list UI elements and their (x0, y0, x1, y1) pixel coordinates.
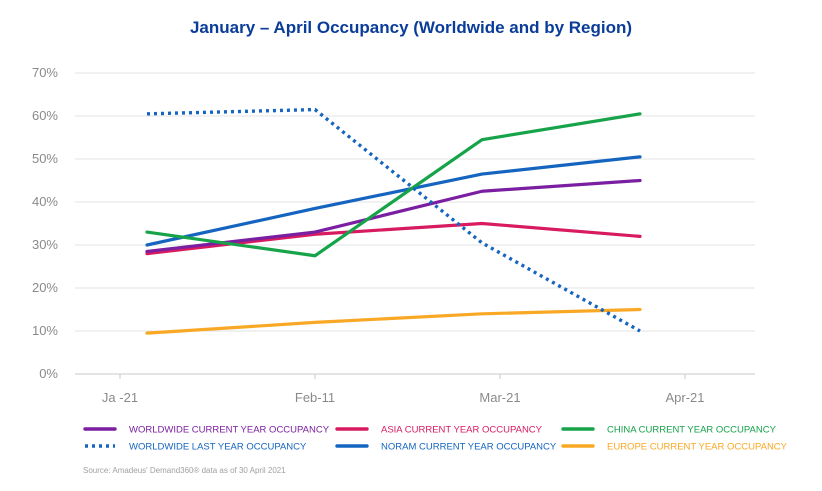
axes: 0% 10% 20% 30% 40% 50% 60% 70% Ja -21 Feb-11 Mar-2… (32, 65, 755, 405)
legend-label: ASIA CURRENT YEAR OCCUPANCY (381, 425, 543, 436)
series-line-0 (145, 178, 642, 254)
legend-label: EUROPE CURRENT YEAR OCCUPANCY (607, 442, 788, 453)
grid-lines (75, 72, 755, 332)
x-tick-label: Ja -21 (102, 390, 138, 405)
legend-label: WORLDWIDE LAST YEAR OCCUPANCY (129, 442, 307, 453)
legend-item: CHINA CURRENT YEAR OCCUPANCY (561, 425, 777, 436)
legend-label: CHINA CURRENT YEAR OCCUPANCY (607, 425, 777, 436)
legend-item: EUROPE CURRENT YEAR OCCUPANCY (561, 442, 788, 453)
y-tick-label: 50% (32, 151, 58, 166)
legend-label: NORAM CURRENT YEAR OCCUPANCY (381, 442, 557, 453)
chart-title: January – April Occupancy (Worldwide and… (189, 18, 633, 37)
x-tick-label: Apr-21 (665, 390, 704, 405)
x-tick-label: Feb-11 (295, 390, 335, 405)
x-tick-label: Mar-21 (479, 390, 520, 405)
series-line-1 (146, 107, 641, 333)
y-tick-label: 60% (32, 108, 58, 123)
y-tick-label: 0% (39, 366, 58, 381)
legend-item: WORLDWIDE LAST YEAR OCCUPANCY (85, 442, 307, 453)
y-tick-label: 20% (32, 280, 58, 295)
y-tick-label: 10% (32, 323, 58, 338)
series-lines (145, 107, 642, 335)
y-tick-label: 40% (32, 194, 58, 209)
series-line-4 (145, 112, 642, 258)
legend-item: WORLDWIDE CURRENT YEAR OCCUPANCY (83, 425, 330, 436)
legend-item: ASIA CURRENT YEAR OCCUPANCY (335, 425, 543, 436)
series-line-3 (145, 155, 642, 247)
source-note: Source: Amadeus' Demand360® data as of 3… (83, 466, 286, 475)
legend: WORLDWIDE CURRENT YEAR OCCUPANCY WORLDWID… (83, 425, 788, 453)
series-line-5 (145, 307, 642, 335)
legend-label: WORLDWIDE CURRENT YEAR OCCUPANCY (129, 425, 330, 436)
y-tick-label: 70% (32, 65, 58, 80)
y-tick-label: 30% (32, 237, 58, 252)
legend-item: NORAM CURRENT YEAR OCCUPANCY (335, 442, 557, 453)
